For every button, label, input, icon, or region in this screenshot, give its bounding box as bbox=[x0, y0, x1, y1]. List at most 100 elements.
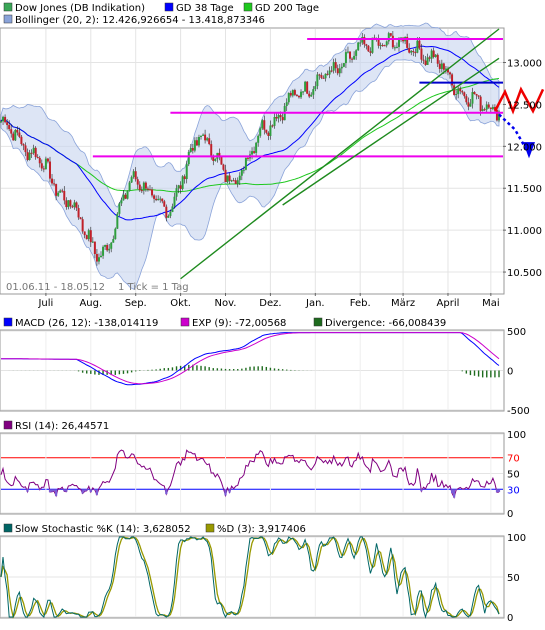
candle-body bbox=[163, 201, 166, 207]
candle-body bbox=[6, 122, 9, 126]
candle-body bbox=[148, 189, 151, 191]
candle-body bbox=[367, 45, 370, 52]
candle-body bbox=[267, 132, 270, 136]
candle-body bbox=[46, 158, 49, 162]
candle-body bbox=[91, 241, 94, 243]
candle-body bbox=[236, 180, 239, 184]
candle-body bbox=[8, 125, 11, 130]
candle-body bbox=[489, 107, 492, 110]
candle-body bbox=[359, 42, 362, 44]
candle-body bbox=[430, 50, 433, 59]
candle-body bbox=[432, 50, 435, 58]
legend-swatch-dowjones bbox=[3, 2, 13, 12]
candle-body bbox=[285, 102, 288, 107]
candle-body bbox=[151, 189, 154, 196]
candle-body bbox=[220, 156, 223, 165]
candle-body bbox=[169, 212, 172, 216]
candle-body bbox=[71, 206, 74, 208]
candle-body bbox=[48, 161, 51, 179]
candle-body bbox=[473, 92, 476, 94]
candle-body bbox=[397, 37, 400, 47]
candle-body bbox=[161, 198, 164, 202]
candle-body bbox=[418, 40, 421, 49]
rsi-tick-label: 30 bbox=[507, 485, 520, 496]
candle-body bbox=[95, 254, 98, 262]
candle-body bbox=[26, 152, 29, 161]
candle-body bbox=[104, 244, 107, 247]
rsi-tick-label: 70 bbox=[507, 454, 520, 465]
candle-body bbox=[175, 188, 178, 197]
candle-body bbox=[238, 175, 241, 181]
candle-body bbox=[310, 94, 313, 97]
candle-body bbox=[112, 239, 115, 243]
stoch-tick-label: 50 bbox=[507, 573, 520, 584]
candle-body bbox=[457, 88, 460, 95]
candle-body bbox=[51, 178, 54, 184]
candle-body bbox=[444, 68, 447, 70]
candle-body bbox=[93, 241, 96, 255]
macd-tick-label: 500 bbox=[507, 327, 526, 338]
candle-body bbox=[434, 54, 437, 58]
candle-body bbox=[10, 129, 13, 134]
candle-body bbox=[138, 184, 141, 191]
rsi-oversold-fill bbox=[26, 489, 501, 498]
candle-body bbox=[428, 57, 431, 59]
candle-body bbox=[134, 171, 137, 180]
candle-body bbox=[124, 194, 127, 199]
candle-body bbox=[338, 68, 341, 74]
candle-body bbox=[218, 152, 221, 157]
candle-body bbox=[244, 157, 247, 170]
candle-body bbox=[442, 63, 445, 70]
candle-body bbox=[381, 45, 384, 47]
candle-body bbox=[28, 152, 31, 161]
candle-body bbox=[204, 134, 207, 141]
candle-body bbox=[346, 51, 349, 53]
candle-body bbox=[155, 198, 158, 201]
candle-body bbox=[122, 194, 125, 201]
candle-body bbox=[306, 81, 309, 94]
candle-body bbox=[357, 42, 360, 51]
candle-body bbox=[12, 133, 15, 141]
stoch-plot: 100 50 0 bbox=[0, 533, 526, 624]
candle-body bbox=[63, 190, 66, 201]
candle-body bbox=[100, 255, 103, 258]
candle-body bbox=[106, 244, 109, 251]
candle-body bbox=[61, 190, 64, 192]
legend-swatch-bollinger bbox=[3, 14, 13, 24]
candle-body bbox=[393, 47, 396, 49]
candle-body bbox=[426, 57, 429, 65]
exp9-line bbox=[1, 332, 500, 385]
legend-swatch-exp9 bbox=[180, 317, 190, 327]
candle-body bbox=[485, 104, 488, 110]
legend-stoch-k: Slow Stochastic %K (14): 3,628052 bbox=[15, 524, 191, 535]
legend-rsi: RSI (14): 26,44571 bbox=[15, 421, 109, 432]
candle-body bbox=[128, 182, 131, 192]
candle-body bbox=[185, 164, 188, 180]
candle-body bbox=[422, 59, 425, 61]
candle-body bbox=[183, 176, 186, 180]
candle-body bbox=[20, 136, 23, 145]
candle-body bbox=[406, 36, 409, 48]
stoch-tick-label: 100 bbox=[507, 533, 526, 544]
legend-stoch-d: %D (3): 3,917406 bbox=[217, 524, 306, 535]
candle-body bbox=[42, 168, 45, 170]
candle-body bbox=[369, 51, 372, 53]
candle-body bbox=[34, 147, 37, 158]
candle-body bbox=[193, 140, 196, 151]
month-label: Mai bbox=[482, 298, 500, 309]
candle-body bbox=[455, 94, 458, 96]
candle-body bbox=[89, 230, 92, 243]
candle-body bbox=[261, 120, 264, 129]
candle-body bbox=[389, 33, 392, 36]
candle-body bbox=[479, 96, 482, 111]
candle-body bbox=[273, 117, 276, 126]
candle-body bbox=[344, 52, 347, 64]
candle-body bbox=[228, 175, 231, 181]
month-label: April bbox=[437, 298, 460, 309]
candle-body bbox=[475, 93, 478, 96]
candle-body bbox=[102, 246, 105, 256]
legend-bollinger: Bollinger (20, 2): 12.426,926654 - 13.41… bbox=[15, 15, 265, 26]
candle-body bbox=[363, 36, 366, 45]
forecast-blue bbox=[498, 113, 529, 152]
candle-body bbox=[167, 215, 170, 218]
